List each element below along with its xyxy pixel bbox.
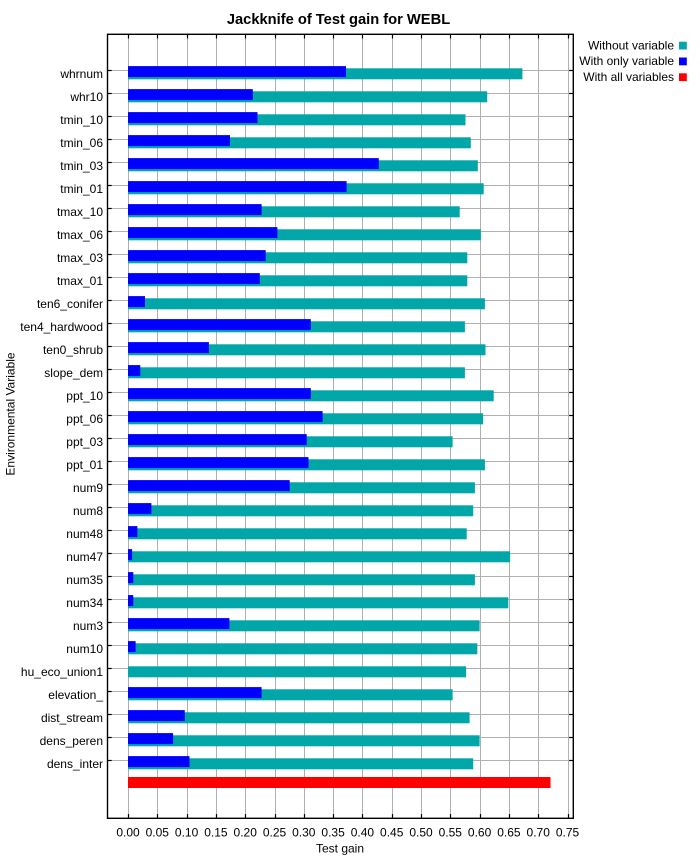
svg-text:tmax_10: tmax_10	[57, 205, 103, 219]
svg-text:0.05: 0.05	[146, 825, 170, 839]
svg-text:0.35: 0.35	[321, 825, 345, 839]
svg-text:Without variable: Without variable	[588, 38, 674, 52]
svg-text:tmin_01: tmin_01	[60, 182, 103, 196]
svg-text:num8: num8	[73, 504, 103, 518]
svg-text:num35: num35	[66, 573, 103, 587]
svg-text:tmax_01: tmax_01	[57, 274, 103, 288]
svg-text:ten6_conifer: ten6_conifer	[37, 297, 103, 311]
svg-text:0.65: 0.65	[497, 825, 521, 839]
svg-text:hu_eco_union1: hu_eco_union1	[21, 665, 103, 679]
svg-text:ppt_10: ppt_10	[66, 389, 103, 403]
svg-text:0.10: 0.10	[175, 825, 199, 839]
svg-text:tmax_03: tmax_03	[57, 251, 103, 265]
svg-text:tmax_06: tmax_06	[57, 228, 103, 242]
svg-text:ppt_01: ppt_01	[66, 458, 103, 472]
svg-text:ten0_shrub: ten0_shrub	[43, 343, 103, 357]
svg-text:0.55: 0.55	[439, 825, 463, 839]
svg-text:tmin_06: tmin_06	[60, 136, 103, 150]
svg-text:0.25: 0.25	[263, 825, 287, 839]
svg-text:num34: num34	[66, 596, 103, 610]
svg-text:0.40: 0.40	[351, 825, 375, 839]
svg-text:ten4_hardwood: ten4_hardwood	[20, 320, 103, 334]
svg-text:0.75: 0.75	[556, 825, 580, 839]
svg-text:num47: num47	[66, 550, 103, 564]
svg-text:0.30: 0.30	[292, 825, 316, 839]
svg-text:0.50: 0.50	[409, 825, 433, 839]
svg-text:0.20: 0.20	[234, 825, 258, 839]
svg-text:dist_stream: dist_stream	[41, 711, 103, 725]
svg-text:0.60: 0.60	[468, 825, 492, 839]
svg-text:num48: num48	[66, 527, 103, 541]
svg-text:0.15: 0.15	[204, 825, 228, 839]
svg-text:slope_dem: slope_dem	[44, 366, 103, 380]
svg-text:num3: num3	[73, 619, 103, 633]
svg-text:tmin_03: tmin_03	[60, 159, 103, 173]
svg-text:Jackknife of Test gain for WEB: Jackknife of Test gain for WEBL	[227, 12, 450, 28]
svg-text:Test gain: Test gain	[316, 842, 364, 856]
svg-text:dens_inter: dens_inter	[47, 757, 103, 771]
svg-text:ppt_06: ppt_06	[66, 412, 103, 426]
svg-text:tmin_10: tmin_10	[60, 113, 103, 127]
svg-text:num10: num10	[66, 642, 103, 656]
svg-text:0.70: 0.70	[527, 825, 551, 839]
svg-text:ppt_03: ppt_03	[66, 435, 103, 449]
svg-text:whr10: whr10	[69, 90, 103, 104]
svg-text:Environmental Variable: Environmental Variable	[4, 352, 18, 476]
svg-text:0.00: 0.00	[116, 825, 140, 839]
svg-text:0.45: 0.45	[380, 825, 404, 839]
svg-text:num9: num9	[73, 481, 103, 495]
svg-text:With only variable: With only variable	[579, 54, 674, 68]
svg-text:With all variables: With all variables	[583, 70, 674, 84]
svg-text:whrnum: whrnum	[59, 67, 103, 81]
svg-text:elevation_: elevation_	[48, 688, 103, 702]
svg-text:dens_peren: dens_peren	[40, 734, 103, 748]
